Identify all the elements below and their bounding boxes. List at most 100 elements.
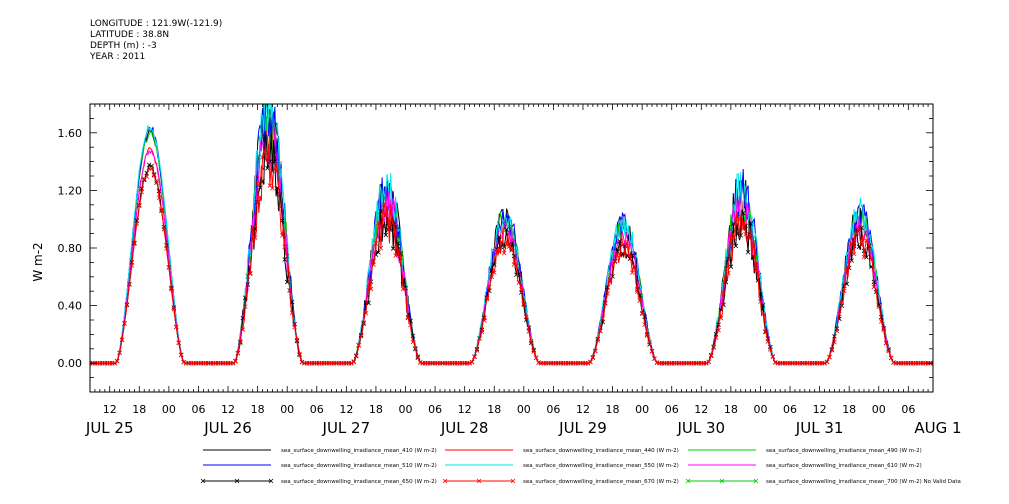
data-marker <box>647 339 652 345</box>
data-marker <box>496 248 502 254</box>
data-marker <box>358 333 364 339</box>
data-marker <box>878 314 884 320</box>
data-marker <box>119 337 125 342</box>
data-marker <box>738 214 744 220</box>
plot-frame <box>89 103 934 393</box>
legend-entry-3: sea_surface_downwelling_irradiance_mean_… <box>203 463 437 469</box>
data-marker <box>144 174 149 179</box>
header-depth: DEPTH (m) : -3 <box>90 41 157 51</box>
data-marker <box>629 270 635 275</box>
data-marker <box>760 310 766 316</box>
data-marker <box>292 324 297 330</box>
data-marker <box>854 231 859 236</box>
legend-marker <box>234 478 240 484</box>
data-marker <box>279 233 285 238</box>
data-marker <box>164 246 169 251</box>
data-marker <box>297 351 302 357</box>
data-marker <box>238 339 243 344</box>
x-hour-label: 00 <box>753 403 767 416</box>
header-year: YEAR : 2011 <box>90 52 146 62</box>
legend-entry-2: sea_surface_downwelling_irradiance_mean_… <box>688 448 922 454</box>
x-day-label: JUL 31 <box>795 419 844 437</box>
data-marker <box>277 204 283 209</box>
data-marker <box>509 248 514 253</box>
data-marker <box>348 360 354 366</box>
data-marker <box>740 226 746 232</box>
data-marker <box>479 329 485 335</box>
x-hour-label: 18 <box>251 403 265 416</box>
data-marker <box>373 241 379 246</box>
data-marker <box>726 270 731 276</box>
x-hour-label: 06 <box>191 403 205 416</box>
data-marker <box>381 202 386 208</box>
data-marker <box>733 220 739 226</box>
data-marker <box>132 241 137 247</box>
data-marker <box>139 189 145 195</box>
data-marker <box>708 352 714 358</box>
data-marker <box>728 264 734 270</box>
data-marker <box>849 241 854 246</box>
data-marker <box>240 327 246 332</box>
data-marker <box>122 321 127 326</box>
data-marker <box>494 247 499 252</box>
y-axis-label: W m-2 <box>31 242 45 281</box>
x-hour-label: 18 <box>132 403 146 416</box>
data-marker <box>521 301 527 306</box>
x-hour-label: 00 <box>872 403 886 416</box>
x-hour-label: 00 <box>162 403 176 416</box>
legend-label: sea_surface_downwelling_irradiance_mean_… <box>281 479 437 485</box>
data-marker <box>593 348 598 354</box>
data-marker <box>748 221 753 227</box>
data-marker <box>235 350 241 356</box>
data-marker <box>504 240 509 246</box>
data-marker <box>356 342 361 348</box>
data-marker <box>627 252 633 258</box>
data-marker <box>262 150 268 156</box>
data-marker <box>768 347 773 352</box>
data-marker <box>637 298 642 303</box>
data-marker <box>595 338 601 343</box>
data-marker <box>723 266 729 271</box>
data-marker <box>117 350 122 355</box>
legend-label: sea_surface_downwelling_irradiance_mean_… <box>523 463 679 469</box>
data-marker <box>832 339 837 345</box>
data-marker <box>376 250 381 255</box>
data-marker <box>124 302 130 307</box>
x-hour-label: 06 <box>546 403 560 416</box>
data-marker <box>866 242 872 248</box>
x-hour-label: 06 <box>901 403 915 416</box>
data-marker <box>390 220 396 226</box>
data-marker <box>270 185 275 191</box>
data-marker <box>491 270 497 275</box>
data-marker <box>649 348 655 354</box>
data-marker <box>496 234 502 240</box>
series-layer <box>90 104 933 366</box>
data-marker <box>376 221 381 226</box>
data-marker <box>514 263 519 269</box>
data-marker <box>610 274 615 279</box>
data-marker <box>832 334 837 339</box>
legend-label: sea_surface_downwelling_irradiance_mean_… <box>766 479 961 485</box>
data-marker <box>731 221 736 227</box>
data-marker <box>612 259 618 265</box>
series-line-1 <box>90 113 933 364</box>
data-marker <box>617 238 623 244</box>
data-marker <box>151 173 157 178</box>
x-hour-label: 00 <box>280 403 294 416</box>
data-marker <box>721 302 726 308</box>
data-marker <box>706 359 711 365</box>
data-marker <box>516 280 522 285</box>
data-marker <box>484 295 490 300</box>
legend-marker <box>719 478 725 484</box>
data-marker <box>363 310 369 316</box>
legend-marker <box>753 478 759 484</box>
data-marker <box>533 355 539 361</box>
x-hour-label: 06 <box>310 403 324 416</box>
x-hour-label: 18 <box>487 403 501 416</box>
data-marker <box>846 258 852 264</box>
data-marker <box>827 354 832 360</box>
x-day-label: JUL 29 <box>558 419 607 437</box>
data-marker <box>824 359 830 365</box>
data-marker <box>930 360 933 366</box>
